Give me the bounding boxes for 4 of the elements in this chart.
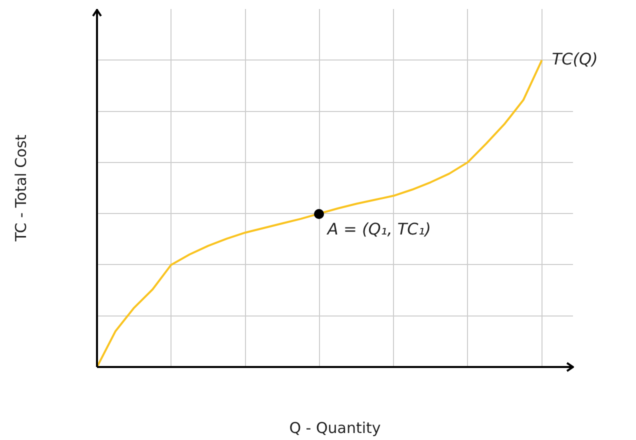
y-axis-title: TC - Total Cost <box>12 134 30 242</box>
annotation: A = (Q₁, TC₁) <box>326 220 431 239</box>
x-axis-title: Q - Quantity <box>289 418 381 437</box>
series-label: TC(Q) <box>552 49 598 68</box>
